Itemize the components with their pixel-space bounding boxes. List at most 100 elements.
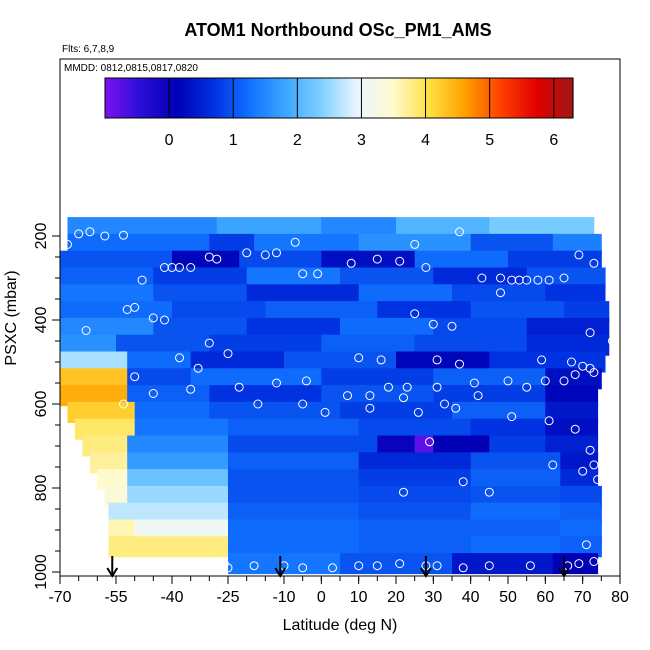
data-point xyxy=(298,563,308,573)
colorbar-swatch xyxy=(259,78,262,118)
data-point xyxy=(544,275,554,285)
heatmap-cell xyxy=(489,217,595,239)
colorbar-swatch xyxy=(352,78,356,118)
colorbar-swatch xyxy=(323,78,326,118)
colorbar-swatch xyxy=(535,78,539,118)
data-point xyxy=(496,288,505,298)
colorbar-swatch xyxy=(452,78,455,118)
colorbar-swatch xyxy=(379,78,383,118)
colorbar-swatch xyxy=(292,78,295,118)
colorbar-swatch xyxy=(216,78,219,118)
colorbar-tick-label: 5 xyxy=(485,132,494,149)
colorbar-swatch xyxy=(512,78,516,118)
colorbar-swatch xyxy=(108,78,112,118)
colorbar-swatch xyxy=(268,78,272,118)
data-point xyxy=(574,250,584,260)
heatmap-cell xyxy=(209,401,341,423)
heatmap-cell xyxy=(433,385,546,407)
x-tick-label: -25 xyxy=(216,589,239,606)
observation-points xyxy=(63,227,617,573)
colorbar-swatch xyxy=(241,78,245,118)
colorbar-swatch xyxy=(169,78,172,118)
data-point xyxy=(585,445,595,455)
colorbar-swatch xyxy=(183,78,186,118)
colorbar-swatch xyxy=(409,78,412,118)
heatmap-cell xyxy=(127,368,192,390)
colorbar-swatch xyxy=(142,78,145,118)
data-point xyxy=(272,248,281,258)
colorbar-swatch xyxy=(222,78,225,118)
colorbar-swatch xyxy=(524,78,527,118)
colorbar-swatch xyxy=(504,78,508,118)
colorbar-swatch xyxy=(547,78,551,118)
heatmap-cell xyxy=(134,519,229,541)
heatmap-cell xyxy=(414,250,509,272)
colorbar-swatch xyxy=(317,78,321,118)
data-point xyxy=(354,353,364,363)
colorbar-swatch xyxy=(264,78,268,118)
data-point xyxy=(432,561,442,571)
colorbar-swatch xyxy=(366,78,369,118)
data-point xyxy=(589,368,599,377)
data-point xyxy=(410,309,420,319)
data-point xyxy=(484,487,494,497)
colorbar-swatch xyxy=(565,78,568,118)
x-tick-label: 30 xyxy=(424,589,442,606)
data-point xyxy=(193,363,203,373)
colorbar-swatch xyxy=(206,78,209,118)
colorbar-swatch xyxy=(251,78,254,118)
colorbar-swatch xyxy=(358,78,362,118)
colorbar-swatch xyxy=(179,78,182,118)
data-point xyxy=(290,237,300,247)
heatmap-cell xyxy=(190,368,322,390)
heatmap-cell xyxy=(228,435,378,457)
heatmap-cell xyxy=(228,502,360,524)
data-point xyxy=(522,382,532,392)
colorbar-swatch xyxy=(428,78,432,118)
data-point xyxy=(74,229,84,239)
heatmap-cell xyxy=(67,217,218,239)
heatmap-cell xyxy=(358,536,472,558)
data-point xyxy=(365,391,375,401)
data-point xyxy=(559,273,569,283)
colorbar-swatch xyxy=(417,78,420,118)
heatmap-cell xyxy=(209,233,255,255)
colorbar-swatch xyxy=(434,78,438,118)
colorbar-swatch xyxy=(448,78,451,118)
colorbar-swatch xyxy=(309,78,313,118)
heatmap-cell xyxy=(228,536,360,558)
colorbar-swatch xyxy=(294,78,297,118)
heatmap-cell xyxy=(340,401,453,423)
data-point xyxy=(428,319,438,329)
heatmap-cell xyxy=(60,267,154,289)
heatmap-cell xyxy=(127,435,229,457)
colorbar-swatch xyxy=(175,78,178,118)
colorbar-swatch xyxy=(319,78,323,118)
heatmap-cell xyxy=(246,267,341,289)
data-point xyxy=(260,250,270,260)
colorbar-swatch xyxy=(463,78,467,118)
data-point xyxy=(503,376,513,386)
heatmap-cell xyxy=(433,317,528,339)
data-point xyxy=(473,391,483,401)
colorbar-swatch xyxy=(190,78,194,118)
colorbar-swatch xyxy=(237,78,241,118)
colorbar-swatch xyxy=(348,78,352,118)
colorbar-swatch xyxy=(454,78,457,118)
colorbar-swatch xyxy=(110,78,114,118)
data-point xyxy=(469,378,479,388)
colorbar-swatch xyxy=(418,78,422,118)
heatmap-cell xyxy=(127,469,229,491)
colorbar-swatch xyxy=(457,78,461,118)
heatmap-cell xyxy=(284,351,397,373)
colorbar-swatch xyxy=(247,78,250,118)
colorbar-tick-label: 4 xyxy=(421,132,430,149)
colorbar-swatch xyxy=(274,78,278,118)
colorbar-swatch xyxy=(311,78,315,118)
colorbar-swatch xyxy=(543,78,547,118)
data-point xyxy=(234,382,244,392)
heatmap-cell xyxy=(127,385,210,407)
colorbar-tick-label: 0 xyxy=(165,132,174,149)
heatmap-cell xyxy=(172,250,240,272)
data-point xyxy=(525,561,535,571)
